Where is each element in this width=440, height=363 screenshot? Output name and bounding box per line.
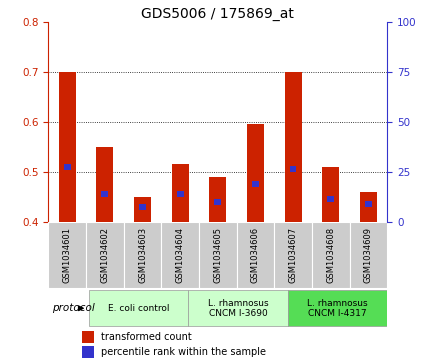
Text: E. coli control: E. coli control — [108, 304, 169, 313]
Text: GSM1034608: GSM1034608 — [326, 227, 335, 283]
Text: percentile rank within the sample: percentile rank within the sample — [101, 347, 266, 357]
Bar — [349, 222, 387, 288]
Bar — [177, 191, 183, 197]
Bar — [209, 177, 226, 222]
Bar — [161, 222, 199, 288]
Text: GSM1034602: GSM1034602 — [100, 227, 110, 283]
Bar — [124, 222, 161, 288]
Bar — [252, 181, 259, 187]
Text: L. rhamnosus
CNCM I-3690: L. rhamnosus CNCM I-3690 — [208, 299, 268, 318]
Bar — [172, 164, 189, 222]
Bar — [365, 201, 372, 207]
Bar — [89, 290, 188, 326]
Bar — [82, 346, 94, 358]
Bar — [82, 331, 94, 343]
Bar — [237, 222, 274, 288]
Text: GSM1034607: GSM1034607 — [289, 227, 297, 283]
Bar — [327, 196, 334, 202]
Bar — [290, 166, 297, 172]
Bar — [247, 124, 264, 222]
Bar — [134, 197, 151, 222]
Bar — [199, 222, 237, 288]
Text: GSM1034601: GSM1034601 — [63, 227, 72, 283]
Bar — [48, 222, 86, 288]
Title: GDS5006 / 175869_at: GDS5006 / 175869_at — [141, 7, 294, 21]
Bar — [188, 290, 288, 326]
Bar — [59, 72, 76, 222]
Text: GSM1034603: GSM1034603 — [138, 227, 147, 283]
Bar — [312, 222, 349, 288]
Bar — [102, 191, 108, 197]
Bar — [288, 290, 387, 326]
Text: GSM1034609: GSM1034609 — [364, 227, 373, 283]
Bar — [64, 164, 70, 170]
Bar — [360, 192, 377, 222]
Bar — [96, 147, 114, 222]
Bar — [274, 222, 312, 288]
Text: L. rhamnosus
CNCM I-4317: L. rhamnosus CNCM I-4317 — [307, 299, 368, 318]
Text: GSM1034605: GSM1034605 — [213, 227, 222, 283]
Bar — [214, 199, 221, 205]
Text: GSM1034604: GSM1034604 — [176, 227, 185, 283]
Bar — [139, 204, 146, 210]
Bar — [86, 222, 124, 288]
Bar — [322, 167, 339, 222]
Text: GSM1034606: GSM1034606 — [251, 227, 260, 283]
Text: transformed count: transformed count — [101, 332, 192, 342]
Bar — [285, 72, 301, 222]
Text: protocol: protocol — [52, 303, 95, 313]
